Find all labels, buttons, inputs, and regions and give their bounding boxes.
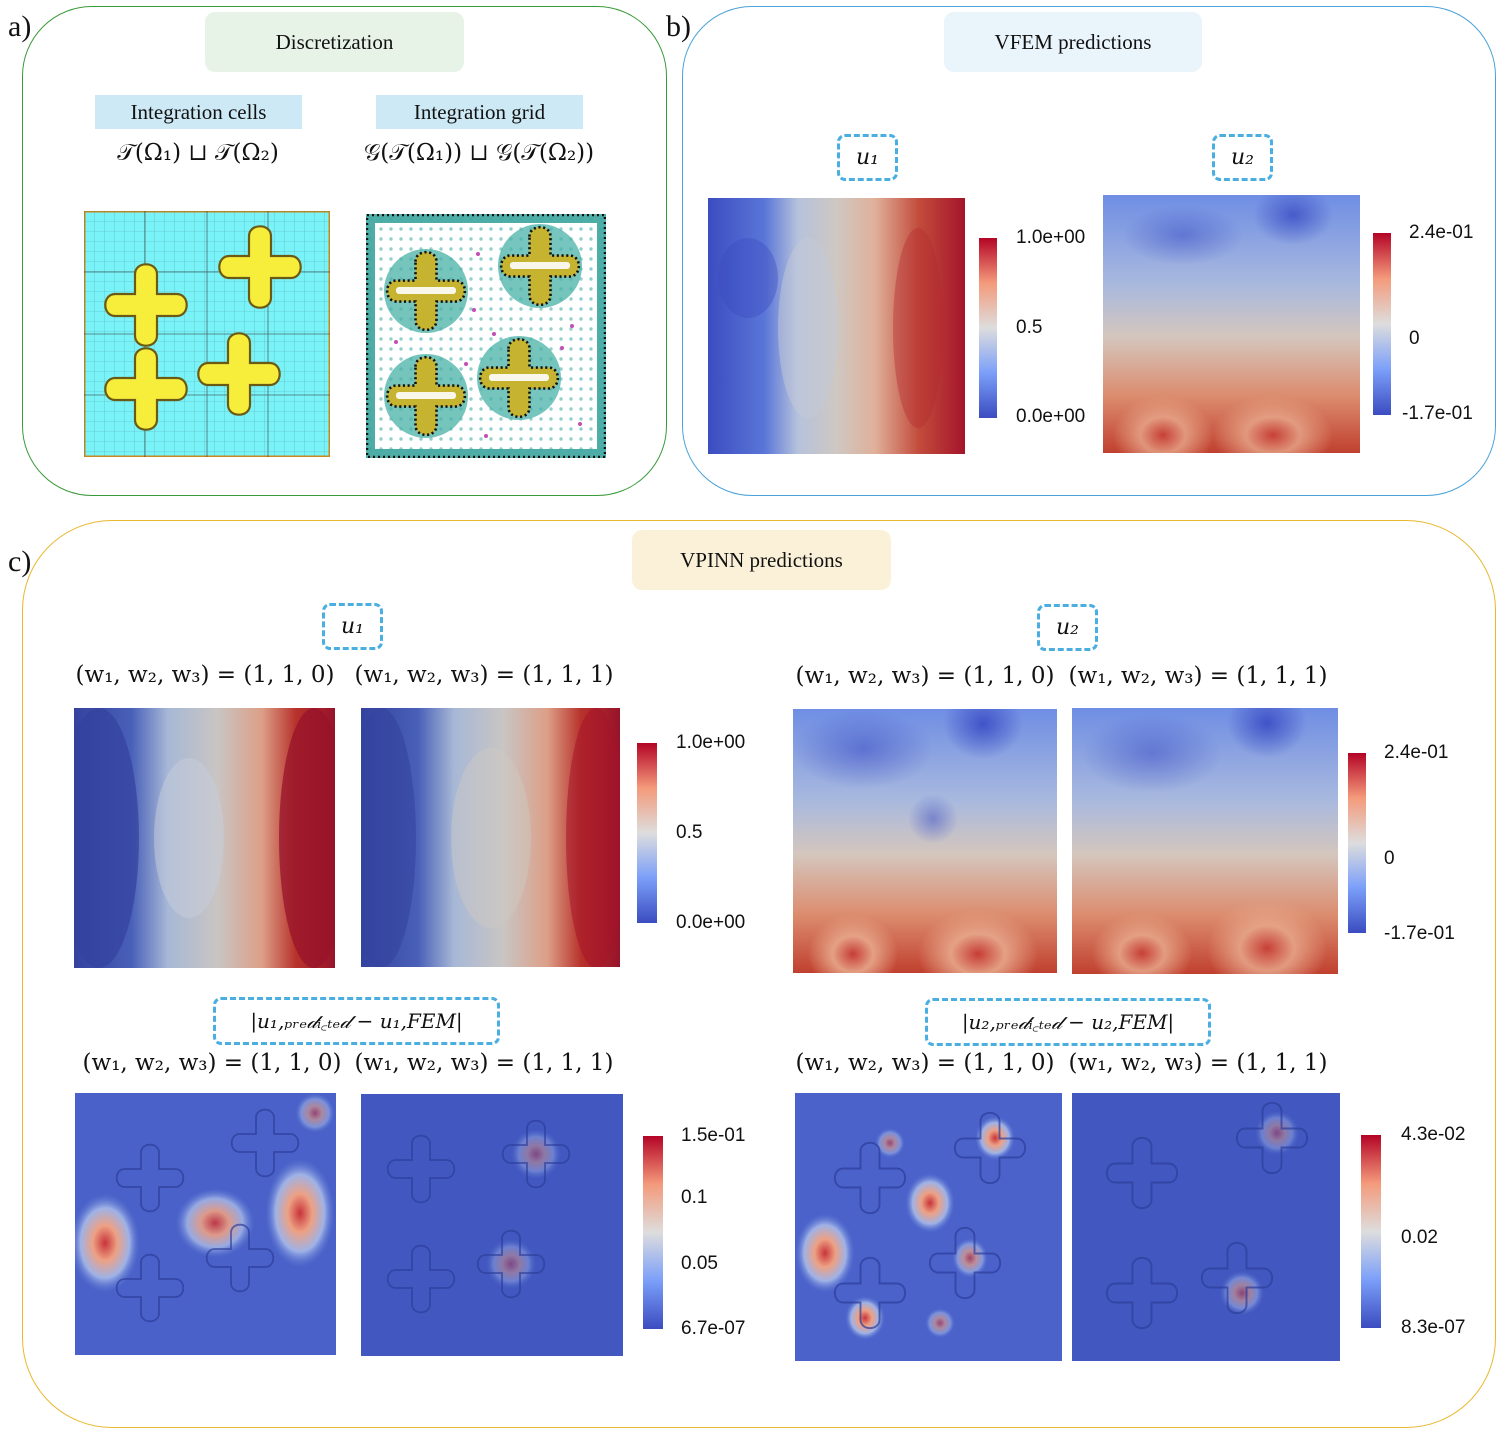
vpinn-u1-tick-mid: 0.5 [676, 822, 703, 843]
vfem-u1-label: u₁ [837, 134, 898, 181]
error-u1-tick-t2: 0.1 [681, 1187, 708, 1208]
weights-label-err1-110: (w₁, w₂, w₃) = (1, 1, 0) [82, 1050, 342, 1076]
panel-b-letter: b) [666, 10, 691, 43]
vpinn-u1-label: u₁ [322, 603, 383, 650]
error-u2-tick-mid: 0.02 [1401, 1227, 1438, 1248]
panel-c [22, 520, 1496, 1428]
vpinn-u2-field-111 [1072, 708, 1338, 974]
vpinn-u1-field-110 [74, 708, 335, 968]
vpinn-u2-field-110 [793, 709, 1057, 973]
vfem-u1-tick-mid: 0.5 [1016, 317, 1043, 338]
vfem-u2-colorbar [1373, 233, 1391, 415]
vpinn-u1-tick-max: 1.0e+00 [676, 732, 746, 753]
vpinn-u2-tick-mid: 0 [1384, 848, 1395, 869]
integration-grid-image [366, 214, 606, 458]
integration-cells-formula: 𝒯(Ω₁) ⊔ 𝒯(Ω₂) [117, 140, 279, 166]
vpinn-u1-tick-min: 0.0e+00 [676, 912, 746, 933]
panel-a [22, 6, 667, 496]
weights-label-err1-111: (w₁, w₂, w₃) = (1, 1, 1) [354, 1050, 614, 1076]
panel-b-title: VFEM predictions [944, 12, 1202, 72]
panel-b [682, 6, 1496, 496]
error-u2-colorbar [1361, 1135, 1381, 1328]
weights-label-u2-111: (w₁, w₂, w₃) = (1, 1, 1) [1068, 663, 1328, 689]
vfem-u1-field [708, 198, 965, 454]
error-u2-field-111 [1072, 1093, 1340, 1361]
weights-label-u1-111: (w₁, w₂, w₃) = (1, 1, 1) [354, 662, 614, 688]
error-u1-field-111 [361, 1094, 623, 1356]
weights-label-err2-111: (w₁, w₂, w₃) = (1, 1, 1) [1068, 1050, 1328, 1076]
vfem-u2-field [1103, 195, 1360, 453]
vfem-u2-tick-mid: 0 [1409, 328, 1420, 349]
integration-grid-formula: 𝒢(𝒯(Ω₁)) ⊔ 𝒢(𝒯(Ω₂)) [363, 140, 595, 166]
vfem-u2-label: u₂ [1212, 134, 1273, 181]
vpinn-u2-tick-max: 2.4e-01 [1384, 742, 1449, 763]
integration-cells-image [84, 211, 330, 457]
vpinn-u1-field-111 [361, 708, 620, 967]
vpinn-u2-tick-min: -1.7e-01 [1384, 923, 1455, 944]
weights-label-u2-110: (w₁, w₂, w₃) = (1, 1, 0) [795, 663, 1055, 689]
vfem-u2-tick-max: 2.4e-01 [1409, 222, 1474, 243]
vpinn-u2-colorbar [1348, 753, 1366, 933]
vpinn-u1-colorbar [637, 743, 657, 923]
error-u2-tick-max: 4.3e-02 [1401, 1124, 1466, 1145]
integration-grid-label: Integration grid [376, 95, 583, 129]
error-u1-tick-t1: 0.05 [681, 1253, 718, 1274]
error-u2-label: |u₂,ₚᵣₑ𝒹ᵢ꜀ₜₑ𝒹 − u₂,FEM| [925, 998, 1211, 1046]
error-u1-label: |u₁,ₚᵣₑ𝒹ᵢ꜀ₜₑ𝒹 − u₁,FEM| [213, 997, 500, 1045]
vfem-u2-tick-min: -1.7e-01 [1402, 403, 1473, 424]
panel-c-title: VPINN predictions [632, 530, 891, 590]
panel-c-letter: c) [8, 545, 32, 578]
integration-cells-label: Integration cells [95, 95, 302, 129]
vpinn-u2-label: u₂ [1037, 604, 1098, 651]
vfem-u1-tick-min: 0.0e+00 [1016, 406, 1086, 427]
error-u2-tick-min: 8.3e-07 [1401, 1317, 1466, 1338]
error-u2-field-110 [795, 1093, 1062, 1361]
weights-label-err2-110: (w₁, w₂, w₃) = (1, 1, 0) [795, 1050, 1055, 1076]
error-u1-tick-min: 6.7e-07 [681, 1318, 746, 1339]
weights-label-u1-110: (w₁, w₂, w₃) = (1, 1, 0) [75, 662, 335, 688]
error-u1-field-110 [75, 1093, 336, 1355]
error-u1-tick-max: 1.5e-01 [681, 1125, 746, 1146]
vfem-u1-tick-max: 1.0e+00 [1016, 227, 1086, 248]
panel-a-letter: a) [8, 10, 32, 43]
panel-a-title: Discretization [205, 12, 464, 72]
error-u1-colorbar [643, 1136, 663, 1329]
vfem-u1-colorbar [979, 238, 997, 418]
